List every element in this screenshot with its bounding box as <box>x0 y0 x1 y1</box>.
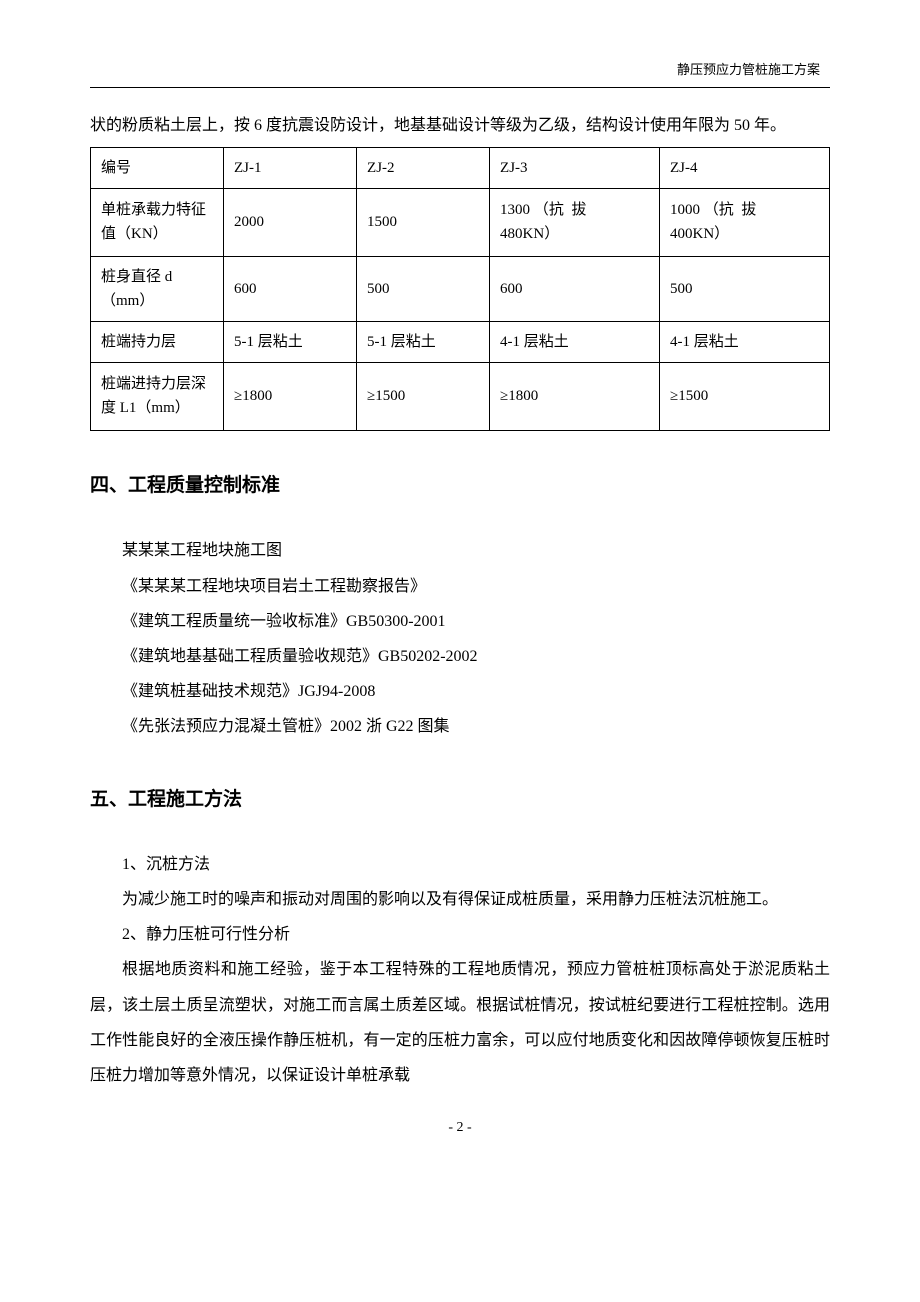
cell: 2000 <box>224 188 357 256</box>
standard-item: 《某某某工程地块项目岩土工程勘察报告》 <box>90 569 830 604</box>
intro-paragraph: 状的粉质粘土层上，按 6 度抗震设防设计，地基基础设计等级为乙级，结构设计使用年… <box>90 108 830 143</box>
cell: ZJ-1 <box>224 147 357 188</box>
row-label: 桩身直径 d（mm） <box>91 256 224 321</box>
cell: 500 <box>660 256 830 321</box>
cell: 5-1 层粘土 <box>224 321 357 362</box>
row-label: 桩端进持力层深度 L1（mm） <box>91 362 224 430</box>
header-doc-title: 静压预应力管桩施工方案 <box>90 60 830 81</box>
section-5-heading: 五、工程施工方法 <box>90 785 830 815</box>
standard-item: 《先张法预应力混凝土管桩》2002 浙 G22 图集 <box>90 709 830 744</box>
table-row: 编号ZJ-1ZJ-2ZJ-3ZJ-4 <box>91 147 830 188</box>
standard-item: 《建筑地基基础工程质量验收规范》GB50202-2002 <box>90 639 830 674</box>
cell: ≥1500 <box>660 362 830 430</box>
sub1-body: 为减少施工时的噪声和振动对周围的影响以及有得保证成桩质量，采用静力压桩法沉桩施工… <box>90 882 830 917</box>
standard-item: 《建筑桩基础技术规范》JGJ94-2008 <box>90 674 830 709</box>
header-underline <box>90 87 830 88</box>
page-number: - 2 - <box>90 1117 830 1139</box>
sub1-title: 1、沉桩方法 <box>90 847 830 882</box>
standard-item: 某某某工程地块施工图 <box>90 533 830 568</box>
table-row: 桩端进持力层深度 L1（mm）≥1800≥1500≥1800≥1500 <box>91 362 830 430</box>
cell: 600 <box>490 256 660 321</box>
row-label: 单桩承载力特征值（KN） <box>91 188 224 256</box>
cell: 600 <box>224 256 357 321</box>
cell: ZJ-2 <box>357 147 490 188</box>
table-row: 桩端持力层5-1 层粘土5-1 层粘土4-1 层粘土4-1 层粘土 <box>91 321 830 362</box>
section-4-heading: 四、工程质量控制标准 <box>90 471 830 501</box>
table-row: 单桩承载力特征值（KN）200015001300 （抗拔480KN）1000 （… <box>91 188 830 256</box>
row-label: 编号 <box>91 147 224 188</box>
cell: 1300 （抗拔480KN） <box>490 188 660 256</box>
sub2-title: 2、静力压桩可行性分析 <box>90 917 830 952</box>
cell: ≥1800 <box>224 362 357 430</box>
cell: ≥1800 <box>490 362 660 430</box>
cell: ZJ-3 <box>490 147 660 188</box>
table-row: 桩身直径 d（mm）600500600500 <box>91 256 830 321</box>
cell: 4-1 层粘土 <box>660 321 830 362</box>
pile-spec-table: 编号ZJ-1ZJ-2ZJ-3ZJ-4单桩承载力特征值（KN）2000150013… <box>90 147 830 431</box>
cell: 5-1 层粘土 <box>357 321 490 362</box>
row-label: 桩端持力层 <box>91 321 224 362</box>
cell: ≥1500 <box>357 362 490 430</box>
cell: 500 <box>357 256 490 321</box>
section-4-items: 某某某工程地块施工图《某某某工程地块项目岩土工程勘察报告》《建筑工程质量统一验收… <box>90 533 830 744</box>
cell: 4-1 层粘土 <box>490 321 660 362</box>
cell: ZJ-4 <box>660 147 830 188</box>
cell: 1500 <box>357 188 490 256</box>
standard-item: 《建筑工程质量统一验收标准》GB50300-2001 <box>90 604 830 639</box>
sub2-body: 根据地质资料和施工经验，鉴于本工程特殊的工程地质情况，预应力管桩桩顶标高处于淤泥… <box>90 952 830 1093</box>
cell: 1000 （抗拔400KN） <box>660 188 830 256</box>
